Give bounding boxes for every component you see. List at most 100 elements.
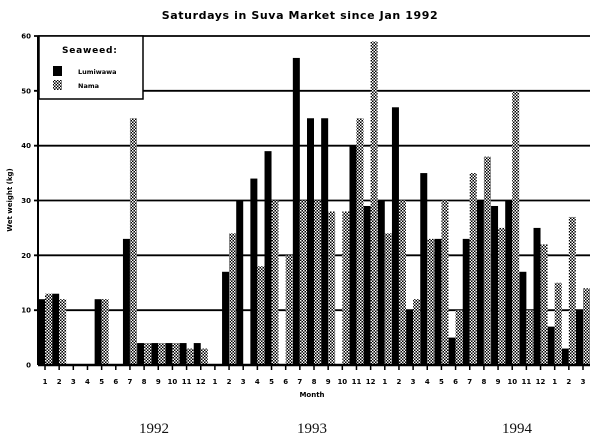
x-tick-label: 9	[496, 378, 501, 386]
legend-swatch-nama	[53, 80, 62, 90]
bar-lumiwawa	[547, 326, 555, 365]
x-tick-label: 4	[255, 378, 260, 386]
year-label: 1994	[502, 421, 532, 437]
x-tick-label: 4	[85, 378, 90, 386]
bar-nama	[568, 216, 576, 365]
x-tick-label: 8	[481, 378, 486, 386]
legend-swatch-lumiwawa	[53, 66, 62, 76]
x-tick-label: 5	[269, 378, 274, 386]
bar-lumiwawa	[250, 178, 258, 365]
y-tick-label: 10	[21, 307, 31, 315]
x-tick-label: 2	[566, 378, 571, 386]
bar-lumiwawa	[222, 271, 230, 365]
x-tick-label: 2	[227, 378, 232, 386]
bar-nama	[299, 200, 307, 365]
bar-nama	[512, 90, 520, 365]
x-tick-label: 11	[352, 378, 362, 386]
bar-lumiwawa	[151, 343, 159, 365]
bar-lumiwawa	[448, 337, 456, 365]
x-tick-label: 6	[283, 378, 288, 386]
bar-nama	[483, 156, 491, 365]
x-axis-label: Month	[299, 391, 324, 399]
bar-nama	[45, 293, 52, 365]
y-tick-labels: 0 10 20 30 40 50 60	[21, 33, 31, 370]
bar-lumiwawa	[377, 200, 385, 365]
bar-nama	[328, 211, 336, 365]
y-tick-label: 30	[21, 197, 31, 205]
bar-lumiwawa	[307, 118, 314, 365]
x-tick-label: 1	[552, 378, 557, 386]
bar-lumiwawa	[406, 310, 414, 365]
bar-lumiwawa	[321, 118, 329, 365]
x-tick-label: 3	[581, 378, 586, 386]
bar-nama	[186, 348, 194, 365]
x-tick-label: 10	[337, 378, 347, 386]
bar-nama	[129, 118, 137, 365]
bar-nama	[285, 255, 293, 365]
x-tick-label: 3	[71, 378, 76, 386]
bar-lumiwawa	[561, 348, 569, 365]
bar-nama	[540, 244, 548, 365]
bar-lumiwawa	[38, 299, 45, 365]
bar-nama	[158, 343, 166, 365]
year-label: 1992	[139, 421, 169, 437]
bar-nama	[59, 299, 67, 365]
bar-lumiwawa	[292, 57, 300, 365]
bar-nama	[229, 233, 237, 365]
x-tick-label: 3	[411, 378, 416, 386]
year-label: 1993	[297, 421, 327, 437]
bar-nama	[200, 348, 208, 365]
y-tick-label: 40	[21, 142, 31, 150]
x-tick-label: 8	[312, 378, 317, 386]
bar-nama	[342, 211, 350, 365]
bar-nama	[257, 266, 265, 365]
x-tick-label: 2	[397, 378, 402, 386]
bar-lumiwawa	[391, 107, 399, 366]
x-tick-label: 12	[196, 378, 206, 386]
x-tick-label: 9	[156, 378, 161, 386]
bar-lumiwawa	[52, 293, 60, 365]
bar-lumiwawa	[533, 227, 541, 365]
bar-lumiwawa	[576, 310, 583, 365]
bar-lumiwawa	[462, 238, 470, 365]
x-tick-label: 10	[507, 378, 517, 386]
x-tick-label: 1	[212, 378, 217, 386]
y-axis-label: Wet weight (kg)	[6, 168, 14, 231]
y-tick-label: 60	[21, 33, 31, 41]
bar-nama	[498, 227, 506, 365]
x-tick-label: 7	[128, 378, 133, 386]
x-tick-label: 11	[521, 378, 531, 386]
bar-lumiwawa	[420, 173, 428, 365]
bar-nama	[370, 41, 378, 365]
bar-nama	[526, 310, 534, 365]
x-tick-label: 1	[382, 378, 387, 386]
bar-nama	[356, 118, 364, 365]
bar-lumiwawa	[349, 145, 357, 365]
bar-lumiwawa	[491, 205, 499, 365]
x-tick-label: 1	[43, 378, 48, 386]
bar-lumiwawa	[505, 200, 513, 365]
x-tick-label: 11	[182, 378, 192, 386]
bar-nama	[455, 310, 463, 365]
legend-label-nama: Nama	[78, 82, 99, 90]
bars	[38, 41, 590, 366]
bar-nama	[469, 173, 477, 365]
x-tick-label: 9	[326, 378, 331, 386]
bar-nama	[413, 299, 421, 365]
bar-lumiwawa	[519, 271, 527, 365]
bar-lumiwawa	[94, 299, 102, 365]
axes	[37, 36, 590, 370]
y-tick-label: 0	[26, 362, 31, 370]
bar-nama	[398, 200, 406, 365]
legend-title: Seaweed:	[62, 46, 118, 56]
bar-lumiwawa	[434, 238, 442, 365]
bar-nama	[144, 343, 152, 365]
x-tick-label: 7	[467, 378, 472, 386]
x-tick-label: 12	[366, 378, 376, 386]
bar-lumiwawa	[179, 343, 187, 365]
y-tick-label: 20	[21, 252, 31, 260]
bar-lumiwawa	[476, 200, 484, 365]
bar-nama	[384, 233, 392, 365]
bar-lumiwawa	[165, 343, 173, 365]
